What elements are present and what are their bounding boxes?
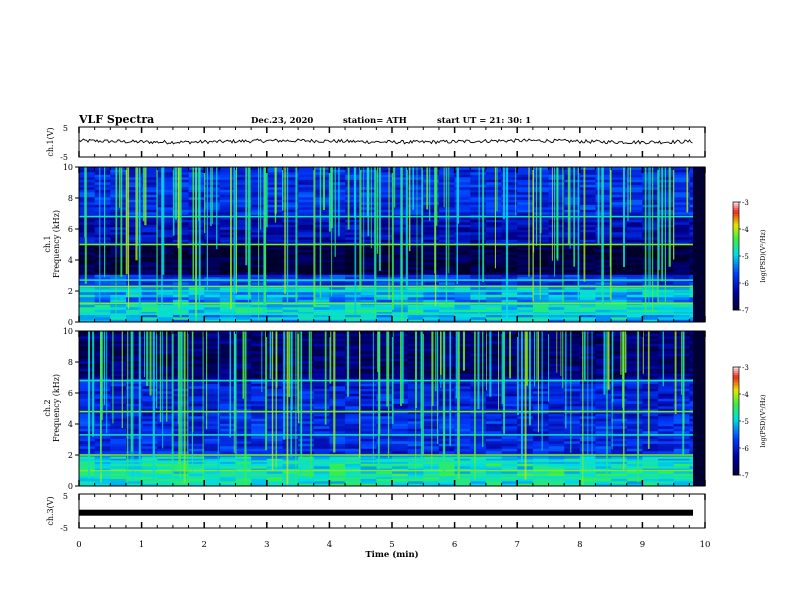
ch1-colorbar-tick: -5 [742,253,749,261]
ch3-ylabel: ch.3(V) [46,496,55,525]
ch1-colorbar-label: log(PSD)(V²/Hz) [759,229,767,282]
ch2-colorbar-tick: -5 [742,418,749,426]
ch1-channel-label: ch.1 [43,235,52,252]
time-axis-tick-label: 4 [327,540,332,550]
ch1-ytick-label: 2 [68,287,73,296]
ch1-ytick-label: 10 [63,163,73,172]
ch1-frequency-ticks: 0 2 4 6 8 10 [63,163,79,327]
ch1-spectrogram-panel: 0 2 4 6 8 10 ch.1 Frequency (kHz) -3 -4 -5 -6 -7 l… [43,163,767,327]
ch2-spectrogram [79,331,706,487]
header-date: Dec.23, 2020 [251,116,313,126]
chart-title: VLF Spectra [78,113,154,126]
ch1-ytick-bottom: -5 [60,153,68,162]
ch2-colorbar-tick: -3 [742,364,749,372]
ch2-colorbar-label: log(PSD)(V²/Hz) [759,394,767,447]
ch1-ytick-label: 6 [68,225,73,234]
time-axis-label: Time (min) [365,549,418,560]
ch2-spectrogram-panel: 0 2 4 6 8 10 ch.2 Frequency (kHz) -3 -4 -5 -6 -7 l… [43,327,767,491]
ch1-waveform-trace [78,138,693,145]
ch2-channel-label: ch.2 [43,399,52,416]
ch1-frequency-axis-label: Frequency (kHz) [52,210,61,278]
ch1-colorbar-tick: -6 [742,280,749,288]
ch2-frequency-ticks: 0 2 4 6 8 10 [63,327,79,491]
time-axis-tick-label: 9 [640,540,645,550]
ch2-ytick-label: 0 [68,482,73,491]
ch2-colorbar-tick: -4 [742,391,749,399]
ch2-spectrogram-time-ticks [78,331,706,486]
ch3-waveform-trace [79,509,693,516]
time-axis: 0 1 2 3 4 5 6 7 8 9 10 [76,540,710,550]
ch1-ytick-label: 0 [68,318,73,327]
ch1-ytick-label: 4 [68,256,73,265]
time-axis-tick-label: 2 [201,540,206,550]
ch2-ytick-label: 2 [68,451,73,460]
ch3-ytick-top: 5 [63,492,68,501]
ch1-time-ticks [78,127,706,157]
ch1-colorbar-tick: -7 [742,307,749,315]
ch2-frequency-axis-label: Frequency (kHz) [52,374,61,442]
time-axis-tick-label: 7 [514,540,519,550]
ch3-ytick-bottom: -5 [60,524,68,533]
time-axis-tick-label: 8 [577,540,582,550]
ch2-colorbar-tick: -6 [742,445,749,453]
time-axis-tick-label: 6 [452,540,457,550]
ch1-colorbar-tick: -3 [742,199,749,207]
ch2-colorbar: -3 -4 -5 -6 -7 log(PSD)(V²/Hz) [732,364,767,480]
ch2-colorbar-tick: -7 [742,472,749,480]
time-axis-tick-label: 3 [264,540,269,550]
ch1-colorbar-tick: -4 [742,226,749,234]
ch1-ytick-label: 8 [68,194,73,203]
ch1-spectrogram [79,167,706,323]
ch2-ytick-label: 6 [68,389,73,398]
time-axis-tick-label: 0 [76,540,81,550]
ch1-ylabel: ch.1(V) [46,127,55,156]
ch2-ytick-label: 4 [68,420,73,429]
ch3-time-ticks [78,494,706,528]
time-axis-tick-label: 1 [139,540,144,550]
ch1-colorbar: -3 -4 -5 -6 -7 log(PSD)(V²/Hz) [732,199,767,315]
ch1-spectrogram-time-ticks [78,167,706,322]
ch2-ytick-label: 10 [63,327,73,336]
time-axis-tick-label: 10 [700,540,711,550]
ch2-ytick-label: 8 [68,358,73,367]
header-station: station= ATH [343,116,407,126]
time-axis-tick-label: 5 [389,540,394,550]
ch3-waveform-panel: 5 -5 ch.3(V) [46,492,706,533]
header-start-time: start UT = 21: 30: 1 [437,116,531,126]
ch1-waveform-panel: 5 -5 ch.1(V) [46,124,706,162]
ch1-ytick-top: 5 [63,124,68,133]
